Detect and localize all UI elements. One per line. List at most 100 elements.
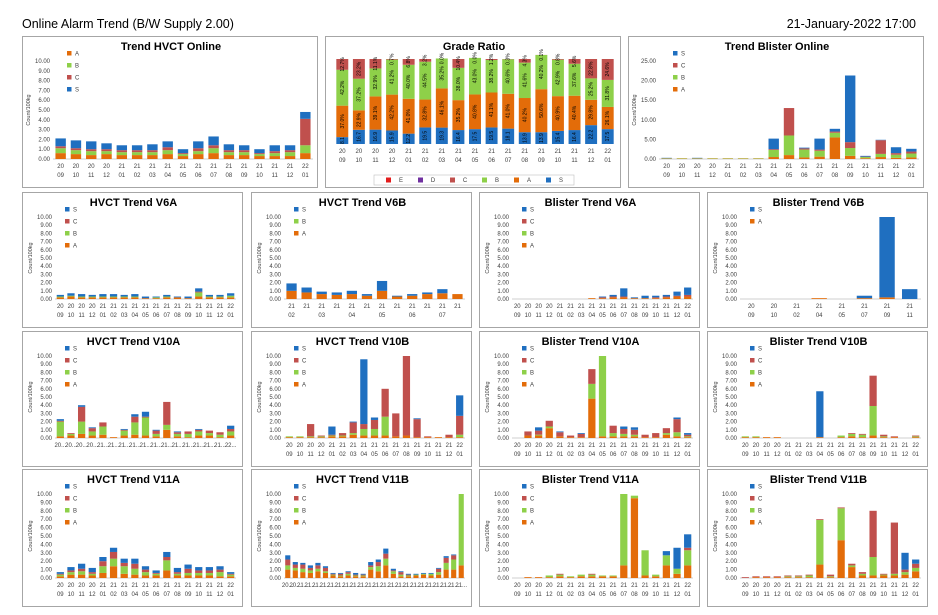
bar-C xyxy=(285,559,291,566)
bar-S xyxy=(131,558,139,564)
x-tick-label: 09 xyxy=(286,452,293,458)
bar-B xyxy=(844,148,856,156)
x-tick-label: 04 xyxy=(132,592,139,598)
bar-A xyxy=(875,157,886,159)
legend-swatch-A xyxy=(522,243,527,248)
bar-A xyxy=(534,577,543,578)
x-tick-label: 02 xyxy=(134,173,141,179)
bar-value-label: 0.3% xyxy=(506,53,512,65)
bar-A xyxy=(906,157,917,159)
bar-C xyxy=(601,59,614,80)
y-tick-label: 1.00 xyxy=(269,289,281,295)
bar-C xyxy=(223,150,235,153)
bar-A xyxy=(436,574,442,578)
grade-ratio-chart: Grade Ratio 8.1 37.0% 42.2% 12.7% 20 09 16.7 22.… xyxy=(325,36,621,188)
bar-B xyxy=(56,421,64,437)
chart-title: Blister Trend V6A xyxy=(545,197,637,209)
bar-A xyxy=(652,576,660,578)
bar-S xyxy=(912,559,920,564)
y-tick-label: 8.00 xyxy=(269,231,281,237)
bar-A xyxy=(837,540,845,578)
x-tick-label: 01 xyxy=(684,313,691,319)
hvct-v10b-svg: HVCT Trend V10B0.001.002.003.004.005.006… xyxy=(257,336,465,458)
x-tick-label: 21 xyxy=(806,443,813,449)
x-tick-label: 20 xyxy=(57,164,64,170)
bar-B xyxy=(673,568,681,574)
y-tick-label: 5.00 xyxy=(725,395,737,401)
x-tick-label: 06 xyxy=(801,173,808,179)
legend-swatch-S xyxy=(546,177,551,183)
bar-A xyxy=(545,428,553,438)
bar-C xyxy=(345,572,351,574)
y-tick-label: 3.00 xyxy=(40,272,52,278)
legend-label-A: A xyxy=(302,232,306,238)
y-axis-label: Count/100kg xyxy=(28,520,34,551)
bar-A xyxy=(428,575,434,578)
bar-B xyxy=(147,152,158,156)
y-tick-label: 6.00 xyxy=(725,526,737,532)
x-tick-label: 21 xyxy=(801,164,808,170)
x-tick-label: 20 xyxy=(78,583,85,589)
bar-C xyxy=(768,149,779,150)
bar-A xyxy=(77,297,86,299)
y-tick-label: 4.00 xyxy=(40,264,52,270)
bar-value-label: 24.6% xyxy=(605,62,611,77)
x-tick-label: 20 xyxy=(89,304,96,310)
y-tick-label: 5.00 xyxy=(497,395,509,401)
x-tick-label: 12 xyxy=(674,452,681,458)
bar-B xyxy=(227,431,235,436)
bar-B xyxy=(469,57,481,95)
bar-S xyxy=(890,147,902,154)
bar-B xyxy=(428,573,434,576)
bar-B xyxy=(413,574,419,576)
bar-value-label: 16.4 xyxy=(456,132,462,142)
legend-label-B: B xyxy=(530,371,534,377)
bar-S xyxy=(193,141,204,149)
y-tick-label: 1.00 xyxy=(269,568,281,574)
y-tick-label: 4.00 xyxy=(497,542,509,548)
bar-C xyxy=(56,420,64,422)
bar-B xyxy=(783,135,795,156)
blister-v10b-chart: Blister Trend V10B 0.00 1.00 2.00 3.00 4.00 5.… xyxy=(707,331,928,467)
x-tick-label: 04 xyxy=(164,173,171,179)
x-tick-label: 21... xyxy=(305,583,317,589)
legend-swatch-A xyxy=(522,382,527,387)
bar-S xyxy=(208,136,219,146)
bar-B xyxy=(534,434,543,436)
x-tick-label: 21 xyxy=(557,583,564,589)
x-tick-label: 21... xyxy=(118,443,130,449)
x-tick-label: 20 xyxy=(78,304,85,310)
bar-B xyxy=(858,434,867,438)
legend-label-S: S xyxy=(75,88,79,94)
bar-S xyxy=(673,291,681,296)
x-tick-label: 21 xyxy=(195,583,202,589)
bar-S xyxy=(620,426,628,429)
bar-B xyxy=(315,568,321,572)
x-tick-label: 21 xyxy=(446,443,453,449)
legend-label-S: S xyxy=(530,485,534,491)
bar-S xyxy=(131,145,143,151)
bar-B xyxy=(452,67,465,101)
y-tick-label: 5.00 xyxy=(38,108,50,114)
bar-B xyxy=(485,60,498,93)
y-tick-label: 2.00 xyxy=(269,281,281,287)
bar-A xyxy=(353,576,359,578)
y-tick-label: 0.00 xyxy=(725,576,737,582)
bar-C xyxy=(208,145,219,149)
legend-swatch-B xyxy=(294,508,299,513)
legend-label-C: C xyxy=(463,178,468,184)
x-tick-label: 02 xyxy=(795,592,802,598)
x-tick-label: 21 xyxy=(663,583,670,589)
x-tick-label: 04 xyxy=(589,452,596,458)
chart-title: Trend Blister Online xyxy=(725,41,830,53)
bar-A xyxy=(152,298,160,299)
bar-C xyxy=(609,296,617,298)
bar-A xyxy=(77,433,86,438)
bar-S xyxy=(390,568,396,571)
x-tick-label: 21 xyxy=(153,583,160,589)
bar-value-label: 50.6% xyxy=(539,103,545,118)
bar-A xyxy=(99,434,107,438)
legend-swatch-A xyxy=(750,219,755,224)
bar-A xyxy=(328,436,336,438)
bar-C xyxy=(662,296,671,298)
